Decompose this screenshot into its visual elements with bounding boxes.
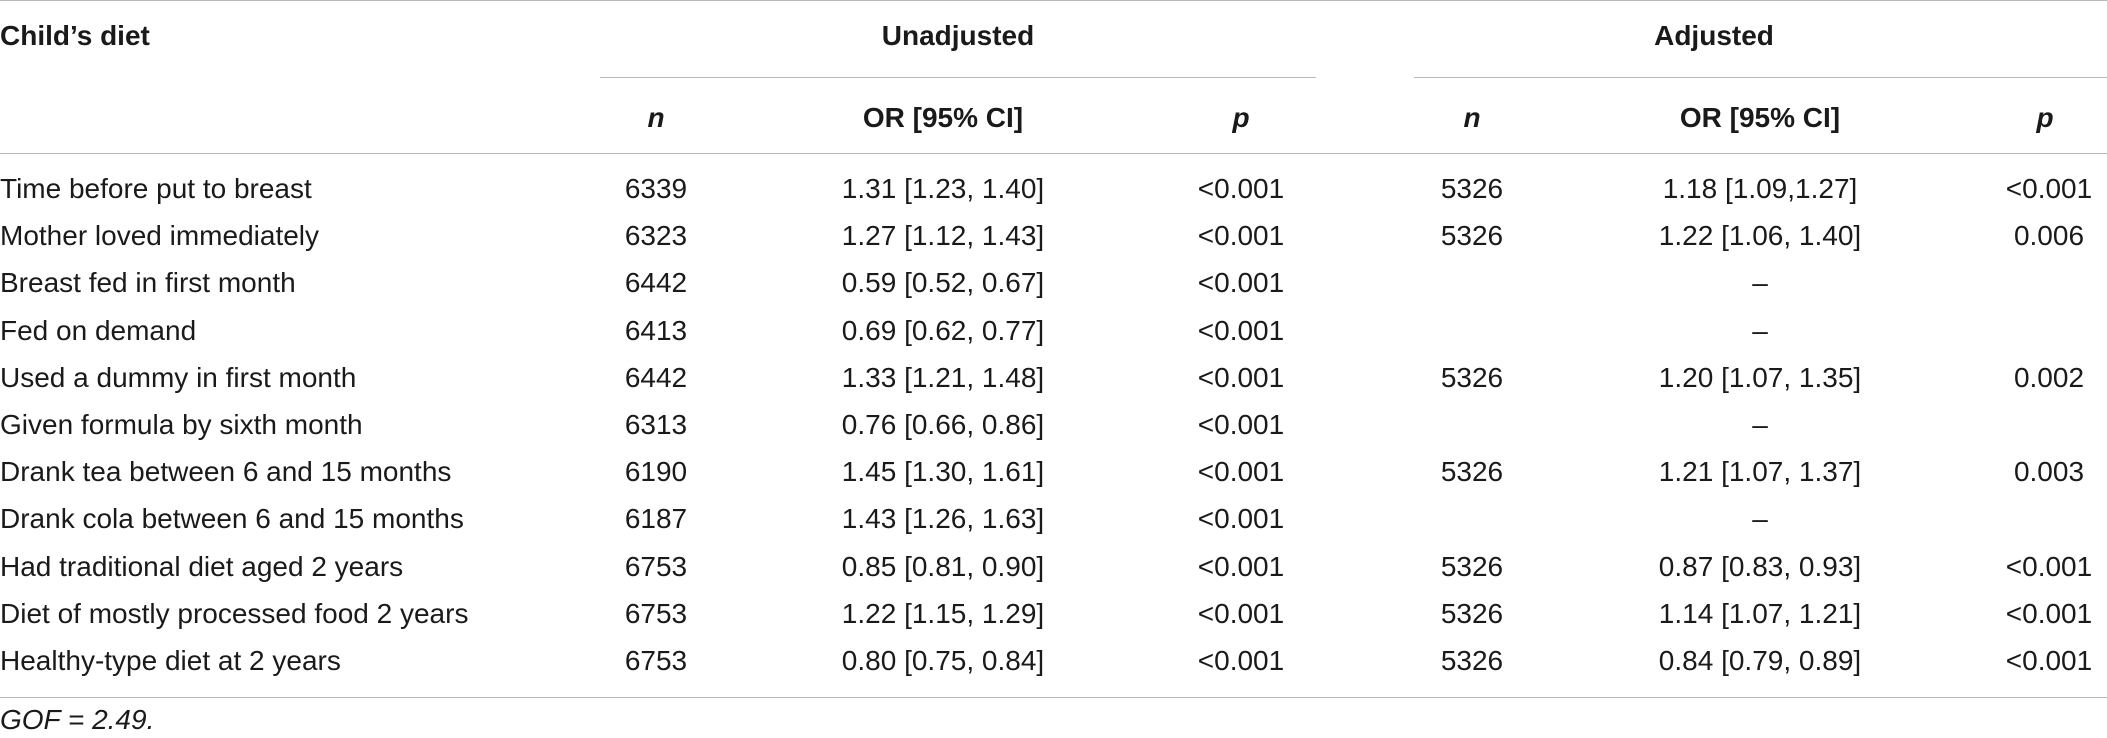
unadjusted-or-cell: 0.69 [0.62, 0.77]: [841, 314, 1045, 346]
unadjusted-n-cell: 6442: [624, 267, 688, 299]
row-label: Time before put to breast: [0, 173, 312, 204]
footnote: GOF = 2.49.: [0, 704, 155, 735]
adjusted-p-cell: [1993, 307, 2105, 354]
adjusted-or-cell: 1.14 [1.07, 1.21]: [1658, 597, 1862, 629]
adjusted-n-cell: 5326: [1440, 456, 1504, 488]
adjusted-or-cell: –: [1752, 314, 1768, 346]
row-label: Given formula by sixth month: [0, 409, 363, 440]
unadjusted-or-cell: 0.76 [0.66, 0.86]: [841, 409, 1045, 440]
adjusted-group-rule: [1414, 77, 2107, 78]
row-label: Had traditional diet aged 2 years: [0, 550, 404, 582]
unadjusted-n-cell: 6339: [624, 173, 688, 204]
adjusted-n-cell: [1414, 307, 1530, 354]
unadjusted-p-cell: <0.001: [1197, 267, 1285, 299]
adjusted-n-cell: [1414, 401, 1530, 448]
unadjusted-or-cell: 1.45 [1.30, 1.61]: [841, 456, 1045, 488]
unadjusted-or-cell: 0.85 [0.81, 0.90]: [841, 550, 1045, 582]
row-label: Mother loved immediately: [0, 220, 320, 252]
adjusted-p-cell: [1993, 401, 2105, 448]
adjusted-or-cell: 1.20 [1.07, 1.35]: [1658, 361, 1862, 393]
unadjusted-n-cell: 6753: [624, 550, 688, 582]
unadjusted-group-rule: [600, 77, 1316, 78]
row-label: Healthy-type diet at 2 years: [0, 645, 341, 676]
top-rule: [0, 0, 2107, 1]
unadjusted-p-cell: <0.001: [1197, 503, 1285, 535]
row-label: Used a dummy in first month: [0, 361, 357, 393]
adjusted-n-cell: 5326: [1440, 597, 1504, 629]
unadjusted-p-cell: <0.001: [1197, 456, 1285, 488]
unadjusted-n-header: n: [647, 102, 665, 133]
adjusted-n-cell: 5326: [1440, 220, 1504, 252]
unadjusted-or-cell: 0.80 [0.75, 0.84]: [841, 645, 1045, 676]
adjusted-or-cell: 1.22 [1.06, 1.40]: [1658, 220, 1862, 252]
unadjusted-or-header: OR [95% CI]: [862, 102, 1024, 133]
row-label: Drank tea between 6 and 15 months: [0, 456, 452, 488]
adjusted-or-cell: 1.21 [1.07, 1.37]: [1658, 456, 1862, 488]
adjusted-or-header: OR [95% CI]: [1679, 102, 1841, 133]
adjusted-or-cell: 0.87 [0.83, 0.93]: [1658, 550, 1862, 582]
header-rule: [0, 153, 2107, 154]
unadjusted-or-cell: 1.43 [1.26, 1.63]: [841, 503, 1045, 535]
adjusted-n-cell: 5326: [1440, 645, 1504, 676]
unadjusted-or-cell: 1.27 [1.12, 1.43]: [841, 220, 1045, 252]
unadjusted-n-cell: 6753: [624, 597, 688, 629]
unadjusted-n-cell: 6187: [624, 503, 688, 535]
unadjusted-n-cell: 6323: [624, 220, 688, 252]
unadjusted-p-cell: <0.001: [1197, 314, 1285, 346]
adjusted-p-cell: 0.002: [2013, 361, 2085, 393]
adjusted-or-cell: 1.18 [1.09,1.27]: [1662, 173, 1858, 204]
unadjusted-n-cell: 6313: [624, 409, 688, 440]
unadjusted-group-header: Unadjusted: [881, 20, 1035, 51]
unadjusted-n-cell: 6753: [624, 645, 688, 676]
adjusted-group-header: Adjusted: [1654, 20, 1774, 51]
adjusted-or-cell: –: [1752, 503, 1768, 535]
unadjusted-or-cell: 1.31 [1.23, 1.40]: [841, 173, 1045, 204]
adjusted-p-cell: <0.001: [2005, 645, 2093, 676]
row-label: Fed on demand: [0, 314, 197, 346]
unadjusted-p-cell: <0.001: [1197, 550, 1285, 582]
adjusted-or-cell: –: [1752, 409, 1768, 440]
adjusted-p-cell: [1993, 495, 2105, 542]
unadjusted-or-cell: 0.59 [0.52, 0.67]: [841, 267, 1045, 299]
adjusted-n-cell: [1414, 495, 1530, 542]
row-label: Diet of mostly processed food 2 years: [0, 597, 469, 629]
row-label: Breast fed in first month: [0, 267, 296, 299]
adjusted-p-cell: <0.001: [2005, 597, 2093, 629]
adjusted-or-cell: –: [1752, 267, 1768, 299]
unadjusted-p-cell: <0.001: [1197, 361, 1285, 393]
unadjusted-p-cell: <0.001: [1197, 220, 1285, 252]
unadjusted-or-cell: 1.22 [1.15, 1.29]: [841, 597, 1045, 629]
adjusted-p-header: p: [2036, 102, 2054, 133]
unadjusted-n-cell: 6442: [624, 361, 688, 393]
unadjusted-p-header: p: [1232, 102, 1250, 133]
adjusted-n-cell: 5326: [1440, 173, 1504, 204]
unadjusted-or-cell: 1.33 [1.21, 1.48]: [841, 361, 1045, 393]
adjusted-n-cell: [1414, 259, 1530, 306]
adjusted-p-cell: 0.003: [2013, 456, 2085, 488]
adjusted-n-cell: 5326: [1440, 361, 1504, 393]
stub-header: Child’s diet: [0, 20, 150, 51]
row-label: Drank cola between 6 and 15 months: [0, 503, 464, 535]
unadjusted-p-cell: <0.001: [1197, 597, 1285, 629]
adjusted-n-header: n: [1463, 102, 1481, 133]
adjusted-or-cell: 0.84 [0.79, 0.89]: [1658, 645, 1862, 676]
unadjusted-p-cell: <0.001: [1197, 645, 1285, 676]
unadjusted-p-cell: <0.001: [1197, 409, 1285, 440]
bottom-rule: [0, 697, 2107, 698]
adjusted-n-cell: 5326: [1440, 550, 1504, 582]
adjusted-p-cell: [1993, 259, 2105, 306]
adjusted-p-cell: 0.006: [2013, 220, 2085, 252]
adjusted-p-cell: <0.001: [2005, 173, 2093, 204]
unadjusted-p-cell: <0.001: [1197, 173, 1285, 204]
adjusted-p-cell: <0.001: [2005, 550, 2093, 582]
unadjusted-n-cell: 6413: [624, 314, 688, 346]
unadjusted-n-cell: 6190: [624, 456, 688, 488]
